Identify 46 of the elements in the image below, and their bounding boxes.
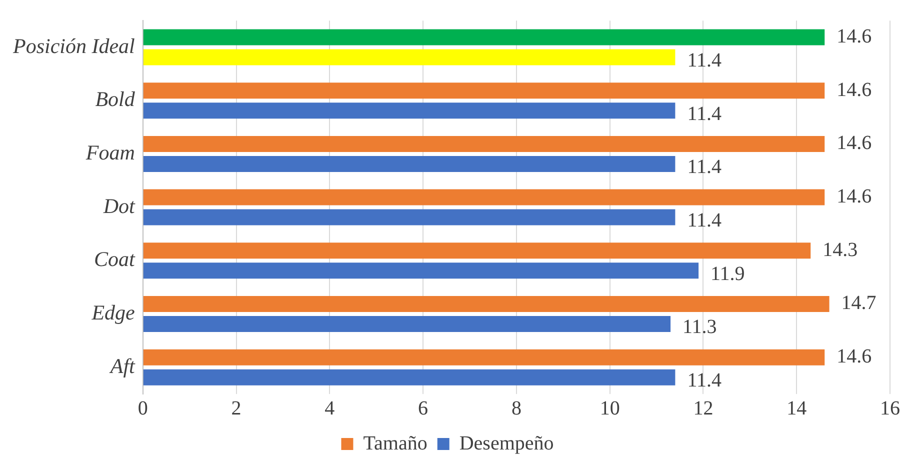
x-tick-label: 0	[138, 397, 148, 420]
bar	[143, 102, 676, 119]
data-label: 14.6	[836, 132, 872, 154]
x-tick-label: 2	[231, 397, 242, 420]
x-tick-label: 6	[418, 397, 428, 420]
y-tick-label: Edge	[90, 300, 135, 324]
x-tick-label: 14	[786, 397, 807, 420]
data-label: 11.9	[710, 262, 745, 285]
bar	[143, 189, 825, 206]
y-tick-label: Dot	[102, 194, 136, 218]
data-label: 14.3	[822, 238, 858, 261]
x-tick-label: 4	[324, 397, 335, 420]
bar	[143, 82, 825, 99]
bar	[143, 316, 671, 332]
data-label: 11.3	[682, 316, 717, 338]
data-label: 11.4	[687, 156, 722, 178]
bar	[143, 262, 699, 279]
data-label: 14.6	[836, 346, 872, 368]
bar	[143, 136, 825, 152]
bar	[143, 29, 825, 46]
data-label: 14.7	[841, 292, 876, 314]
x-tick-label: 16	[880, 397, 900, 420]
bar	[143, 209, 676, 226]
bar	[143, 242, 811, 259]
x-tick-label: 10	[600, 397, 620, 420]
bar	[143, 296, 830, 312]
y-tick-label: Posición Ideal	[12, 34, 136, 58]
data-label: 14.6	[836, 78, 872, 101]
y-tick-label: Aft	[108, 354, 136, 378]
y-tick-label: Bold	[95, 87, 136, 112]
x-tick-label: 8	[511, 397, 522, 420]
bar	[143, 349, 825, 366]
data-label: 11.4	[687, 210, 722, 232]
data-label: 14.6	[836, 186, 872, 208]
data-label: 11.4	[687, 370, 722, 392]
bar	[143, 156, 676, 172]
data-label: 11.4	[687, 102, 722, 125]
legend-label: Desempeño	[459, 432, 554, 454]
x-tick-label: 12	[693, 397, 714, 420]
data-label: 11.4	[687, 50, 722, 72]
data-label: 14.6	[836, 26, 872, 48]
y-tick-label: Coat	[94, 247, 136, 272]
bar	[143, 369, 676, 386]
y-tick-label: Foam	[84, 140, 135, 164]
legend-label: Tamaño	[363, 432, 428, 454]
bar	[143, 49, 676, 66]
